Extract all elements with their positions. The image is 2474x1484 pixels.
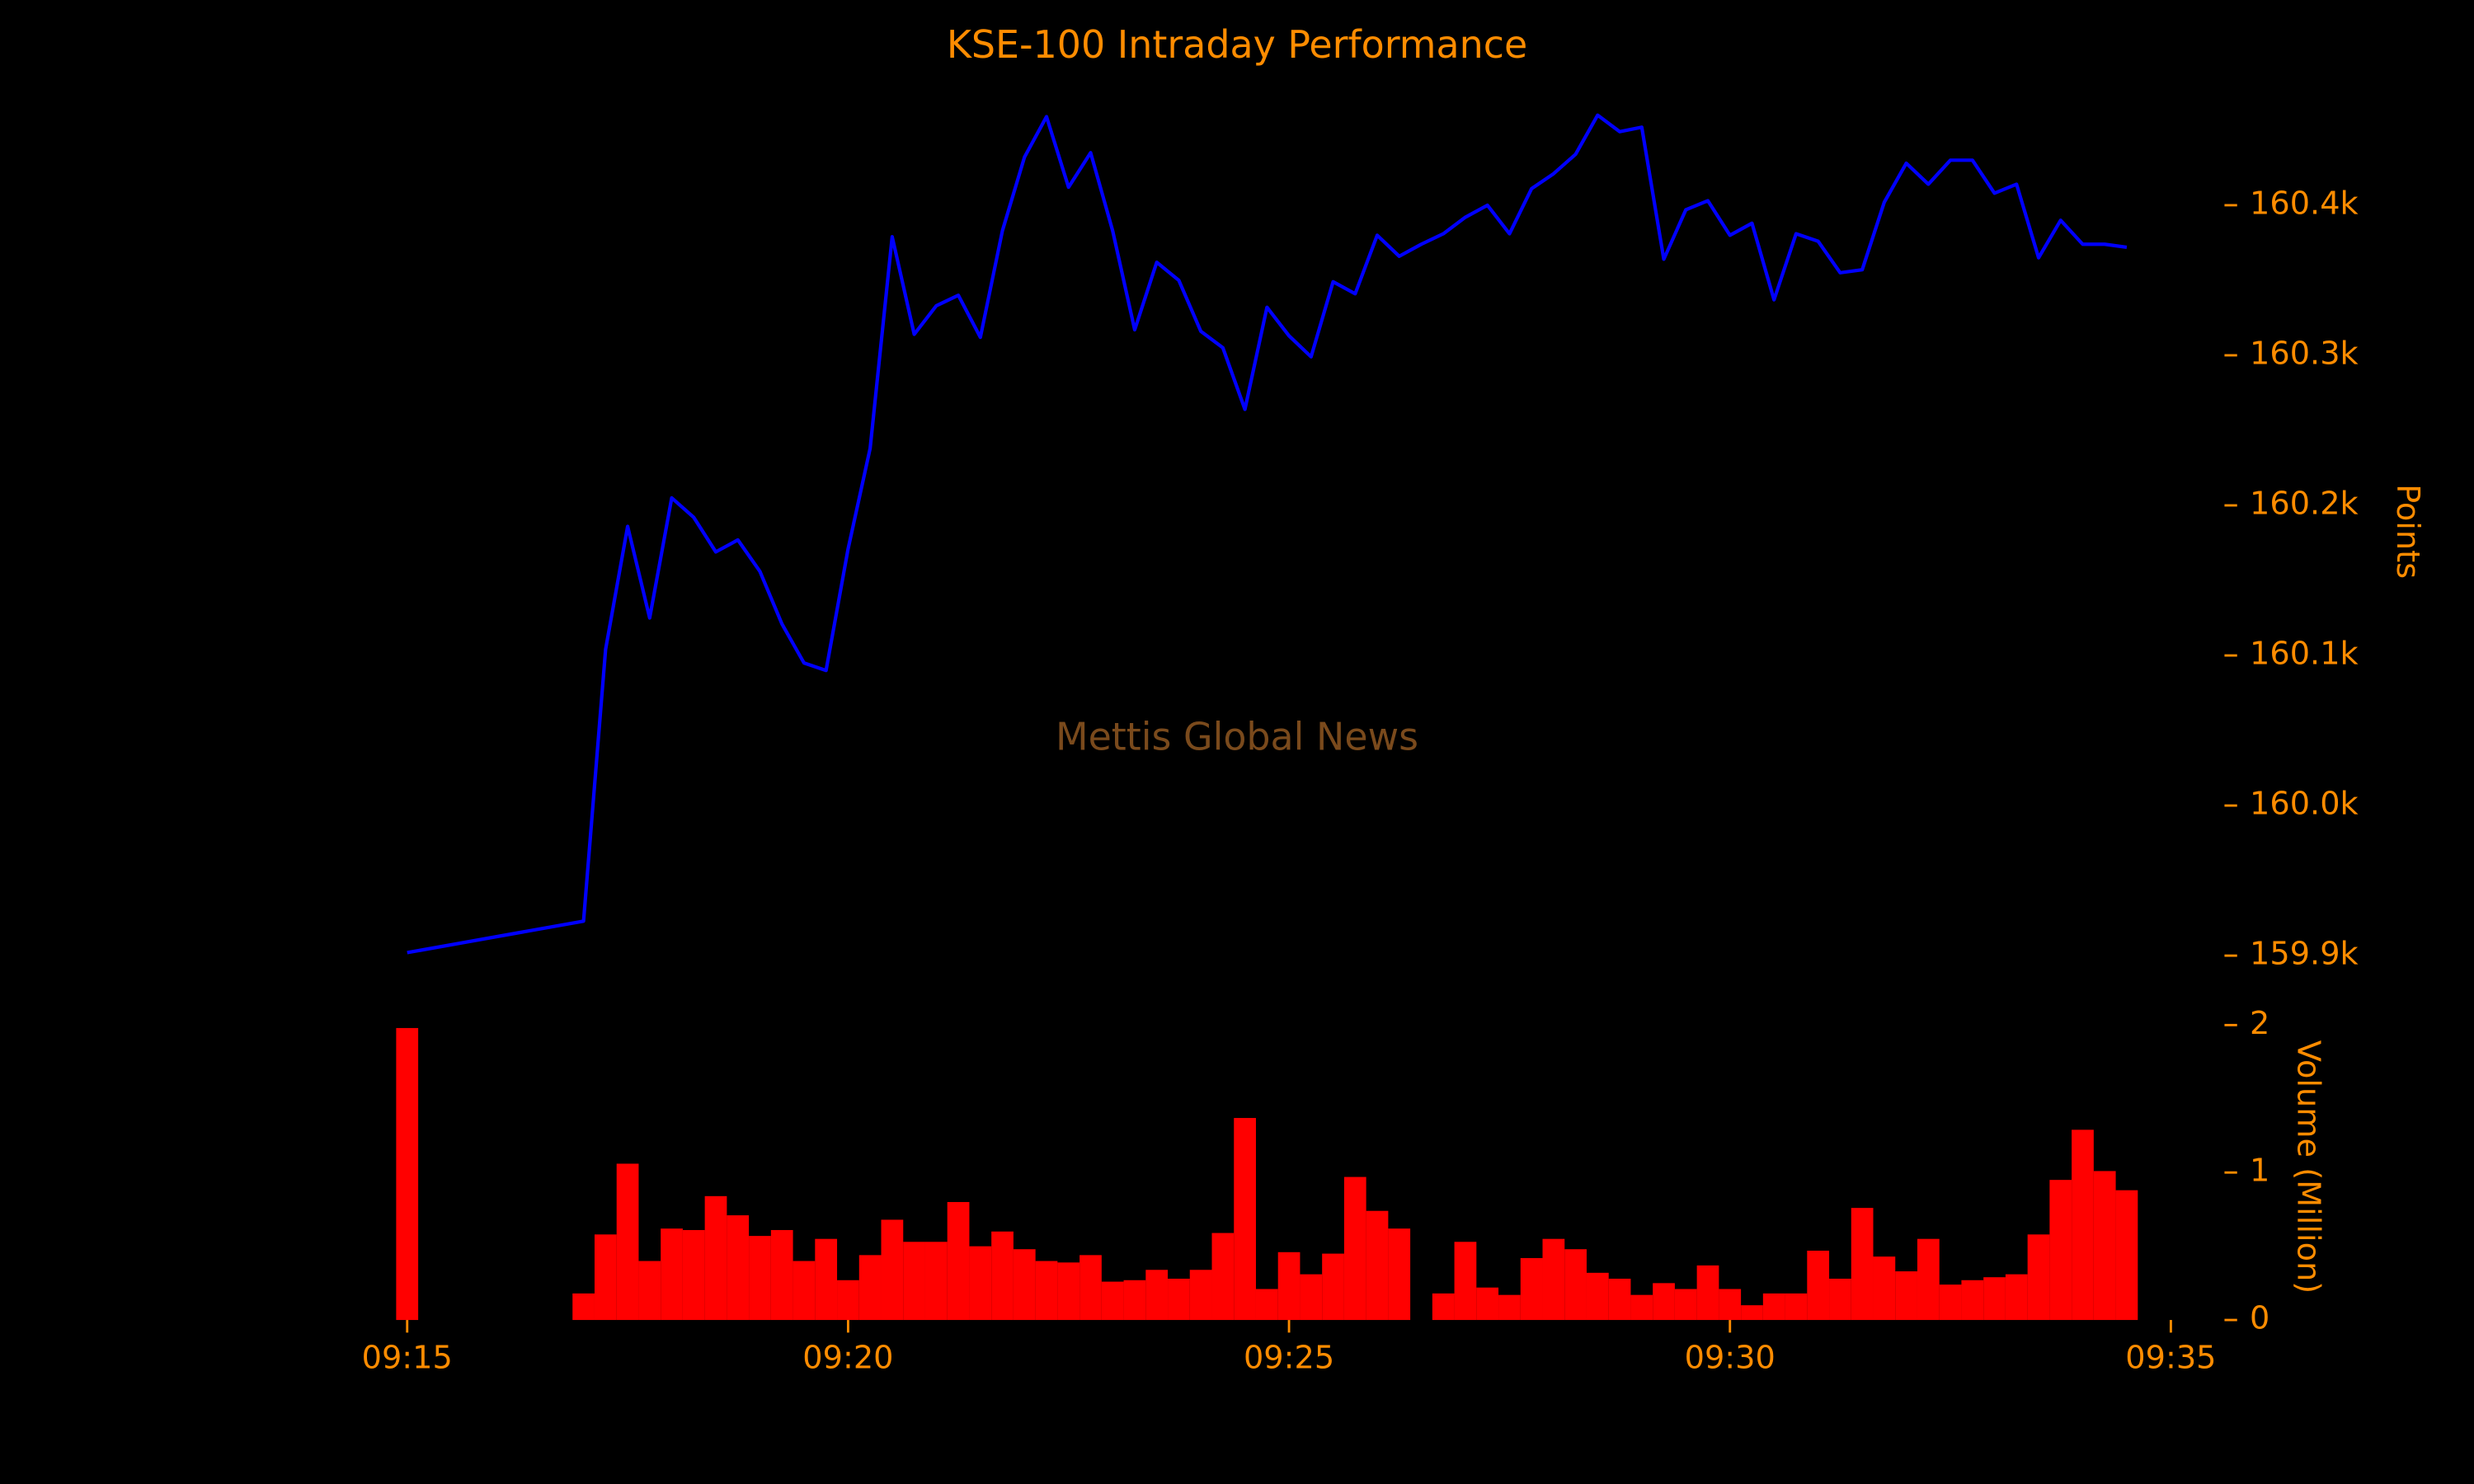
volume-bar xyxy=(1586,1272,1609,1321)
volume-bar xyxy=(1542,1238,1565,1321)
volume-bar xyxy=(704,1195,727,1321)
volume-bar xyxy=(1211,1233,1235,1321)
volume-bar xyxy=(1343,1176,1366,1321)
volume-bar xyxy=(1762,1293,1785,1321)
volume-bar xyxy=(969,1246,992,1321)
volume-bar xyxy=(1653,1283,1675,1321)
volume-bar xyxy=(793,1261,816,1321)
y-tick-label: 160.1k xyxy=(2250,636,2359,673)
volume-bar xyxy=(837,1280,859,1321)
volume-bar xyxy=(1829,1278,1851,1321)
volume-bar xyxy=(881,1219,904,1321)
x-tick-label: 09:15 xyxy=(362,1339,453,1376)
volume-bar xyxy=(661,1228,683,1321)
volume-bar xyxy=(682,1229,705,1321)
y-tick-label: 0 xyxy=(2250,1300,2269,1337)
volume-bar xyxy=(1939,1284,1962,1321)
volume-bar xyxy=(1785,1293,1808,1321)
volume-bar xyxy=(1101,1281,1124,1321)
volume-bar xyxy=(1476,1287,1499,1321)
volume-bar xyxy=(1035,1261,1058,1321)
volume-bar xyxy=(1917,1238,1940,1321)
volume-bar xyxy=(1322,1253,1344,1321)
volume-bar xyxy=(1123,1280,1146,1321)
volume-bar xyxy=(1013,1249,1036,1321)
volume-bar xyxy=(1895,1271,1917,1321)
volume-bar xyxy=(1079,1255,1102,1321)
volume-bar xyxy=(1851,1208,1874,1321)
volume-bar xyxy=(1608,1278,1631,1321)
volume-bar xyxy=(1564,1249,1587,1321)
volume-bar xyxy=(1189,1270,1212,1321)
y-tick-label: 160.0k xyxy=(2250,786,2359,823)
y-axis-label: Volume (Million) xyxy=(2289,1040,2326,1294)
y-axis-label: Points xyxy=(2389,484,2426,579)
volume-bar xyxy=(572,1293,595,1321)
volume-bar xyxy=(1674,1289,1697,1321)
volume-bar xyxy=(1057,1262,1080,1321)
y-tick-label: 159.9k xyxy=(2250,936,2359,973)
volume-bar xyxy=(858,1255,882,1321)
volume-bar xyxy=(1432,1293,1455,1321)
volume-bar xyxy=(594,1234,617,1321)
volume-bar xyxy=(1630,1294,1653,1321)
volume-bar xyxy=(1277,1252,1300,1321)
x-tick-label: 09:25 xyxy=(1244,1339,1334,1376)
volume-bar xyxy=(1983,1277,2006,1321)
y-tick-label: 2 xyxy=(2250,1005,2269,1042)
volume-bar xyxy=(903,1242,925,1321)
volume-bar xyxy=(749,1236,771,1321)
volume-bar xyxy=(1961,1280,1984,1321)
volume-bar xyxy=(2072,1129,2094,1321)
volume-bar xyxy=(1168,1278,1190,1321)
y-tick-label: 160.4k xyxy=(2250,185,2359,222)
volume-bar xyxy=(1234,1118,1256,1321)
volume-bar xyxy=(1807,1251,1830,1321)
volume-bar xyxy=(1454,1242,1477,1321)
volume-bar xyxy=(770,1229,793,1321)
volume-bar xyxy=(1498,1294,1521,1321)
volume-bar xyxy=(1741,1305,1763,1321)
volume-bar xyxy=(815,1238,838,1321)
volume-bar xyxy=(1719,1289,1742,1321)
volume-bar xyxy=(1388,1228,1411,1321)
volume-bar xyxy=(924,1242,948,1321)
volume-bar xyxy=(947,1201,970,1321)
volume-bar xyxy=(2115,1190,2138,1321)
y-tick-label: 160.2k xyxy=(2250,486,2359,523)
volume-bar xyxy=(1145,1270,1169,1321)
price-line xyxy=(407,113,2128,955)
volume-bar xyxy=(1520,1257,1543,1321)
chart-title: KSE-100 Intraday Performance xyxy=(947,22,1527,67)
volume-bar xyxy=(1696,1265,1719,1321)
x-tick-label: 09:30 xyxy=(1685,1339,1776,1376)
y-tick-label: 1 xyxy=(2250,1153,2269,1190)
watermark: Mettis Global News xyxy=(1056,715,1418,759)
x-tick-label: 09:20 xyxy=(802,1339,893,1376)
volume-bar xyxy=(1366,1210,1389,1321)
volume-bar xyxy=(396,1027,419,1321)
volume-bar xyxy=(991,1231,1014,1321)
x-tick-label: 09:35 xyxy=(2125,1339,2216,1376)
volume-bar xyxy=(638,1261,661,1321)
volume-bar xyxy=(1255,1289,1278,1321)
volume-bar xyxy=(2027,1234,2050,1321)
volume-bar xyxy=(2005,1274,2028,1321)
volume-bar xyxy=(1873,1256,1896,1321)
volume-bar xyxy=(2049,1180,2072,1321)
y-tick-label: 160.3k xyxy=(2250,335,2359,372)
volume-bar xyxy=(2093,1171,2116,1321)
volume-bar xyxy=(727,1215,750,1321)
volume-bar xyxy=(616,1163,639,1321)
volume-bar xyxy=(1300,1274,1323,1321)
